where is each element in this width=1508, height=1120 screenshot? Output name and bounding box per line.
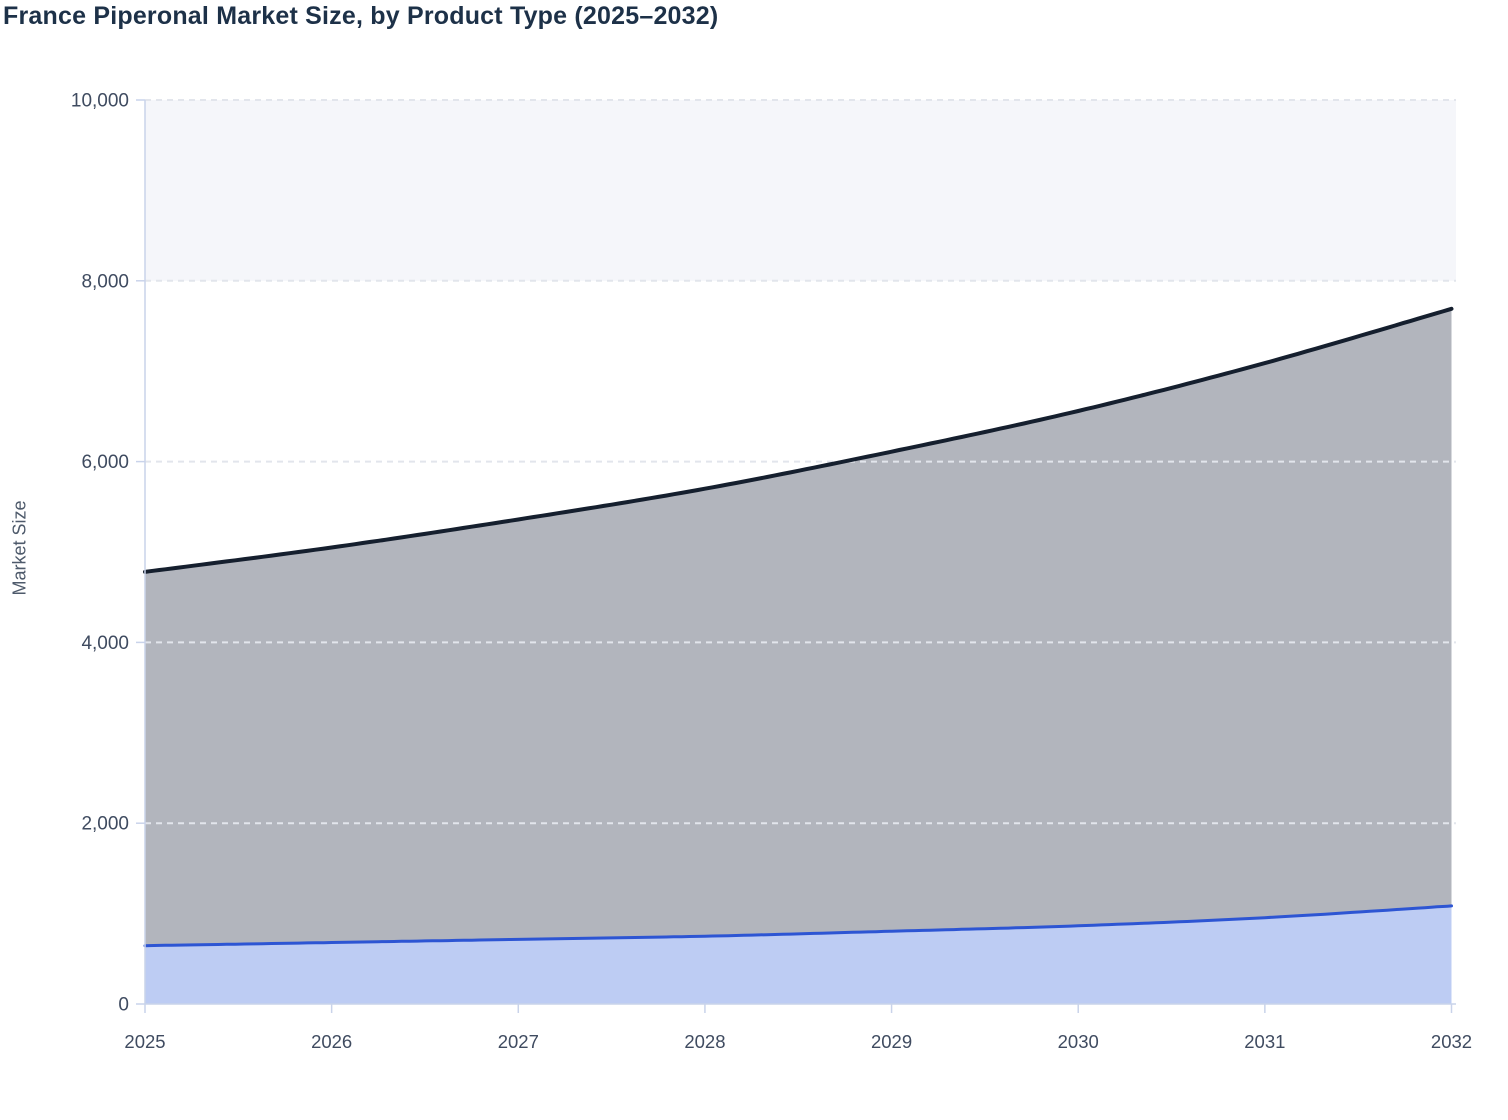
y-tick-label: 10,000 — [71, 91, 129, 112]
x-tick-label: 2028 — [684, 1031, 725, 1052]
x-tick-label: 2031 — [1244, 1031, 1285, 1052]
area-bottom-blue — [145, 905, 1452, 1004]
area-top-grey — [145, 308, 1452, 946]
y-tick-label: 8,000 — [81, 271, 129, 292]
y-tick-label: 4,000 — [81, 633, 129, 654]
x-tick-label: 2032 — [1431, 1031, 1472, 1052]
x-tick-label: 2030 — [1058, 1031, 1099, 1052]
grid-band — [145, 100, 1456, 281]
bottom-series-line-blue — [143, 904, 1453, 948]
x-tick-label: 2029 — [871, 1031, 912, 1052]
x-tick-label: 2026 — [311, 1031, 352, 1052]
x-tick-label: 2025 — [124, 1031, 165, 1052]
y-tick-label: 0 — [118, 995, 129, 1016]
y-tick-label: 2,000 — [81, 814, 129, 835]
page-title: France Piperonal Market Size, by Product… — [3, 2, 719, 30]
total-line-dark — [143, 306, 1454, 574]
x-tick-label: 2027 — [498, 1031, 539, 1052]
y-tick-label: 6,000 — [81, 452, 129, 473]
